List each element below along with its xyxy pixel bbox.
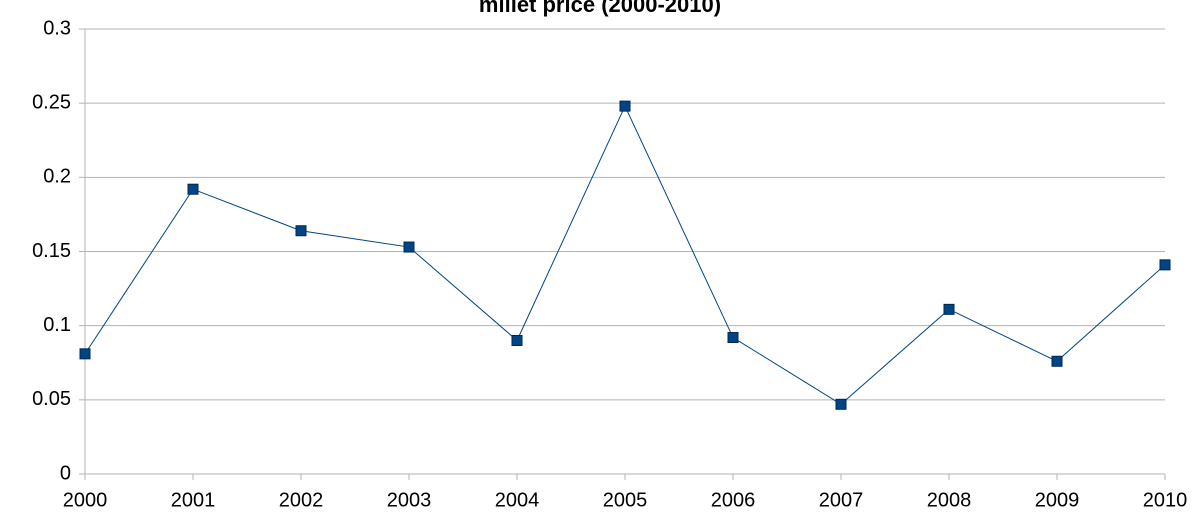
marker [79, 348, 91, 360]
x-tick-label: 2003 [387, 489, 432, 511]
y-tick-label: 0.15 [32, 240, 71, 262]
x-tick-label: 2009 [1035, 489, 1080, 511]
marker [511, 335, 523, 346]
marker [187, 183, 199, 195]
x-tick-label: 2002 [279, 489, 324, 511]
marker [943, 303, 955, 315]
y-tick-label: 0 [60, 462, 71, 484]
x-tick-label: 2008 [927, 489, 972, 511]
marker [727, 332, 739, 344]
y-tick-label: 0.25 [32, 91, 71, 113]
line [84, 104, 1166, 405]
marker [619, 100, 631, 112]
marker [403, 241, 415, 253]
x-tick-label: 2010 [1143, 489, 1188, 511]
y-tick-label: 0.1 [43, 314, 71, 336]
y-tick-label: 0.2 [43, 166, 71, 188]
x-tick-label: 2000 [63, 489, 108, 511]
marker [835, 398, 847, 410]
marker [295, 225, 307, 237]
y-tick-label: 0.05 [32, 388, 71, 410]
x-tick-label: 2004 [495, 489, 540, 511]
x-tick-label: 2007 [819, 489, 864, 511]
marker [1051, 355, 1063, 367]
x-tick-label: 2006 [711, 489, 756, 511]
x-tick-label: 2005 [603, 489, 648, 511]
x-tick-label: 2001 [171, 489, 216, 511]
y-tick-label: 0.3 [43, 17, 71, 39]
chart-title: millet price (2000-2010) [479, 0, 721, 17]
marker [1159, 259, 1171, 271]
